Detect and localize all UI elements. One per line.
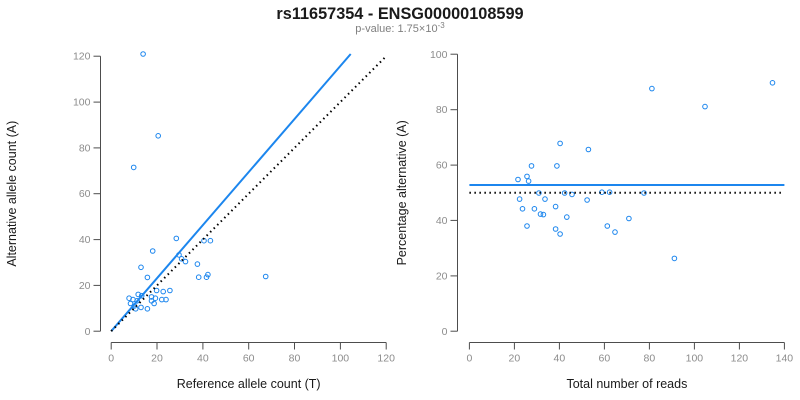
svg-text:100: 100 (686, 353, 704, 365)
svg-text:40: 40 (554, 353, 566, 365)
svg-text:140: 140 (776, 353, 794, 365)
svg-text:60: 60 (599, 353, 611, 365)
svg-text:0: 0 (442, 326, 448, 338)
svg-text:20: 20 (151, 353, 163, 365)
svg-text:20: 20 (79, 280, 91, 292)
svg-text:60: 60 (436, 160, 448, 172)
svg-text:120: 120 (377, 353, 395, 365)
svg-text:Alternative allele count (A): Alternative allele count (A) (5, 121, 19, 267)
svg-text:80: 80 (644, 353, 656, 365)
svg-text:100: 100 (332, 353, 350, 365)
svg-text:80: 80 (289, 353, 301, 365)
svg-text:0: 0 (466, 353, 472, 365)
svg-text:120: 120 (73, 51, 91, 63)
svg-text:120: 120 (731, 353, 749, 365)
svg-text:80: 80 (436, 104, 448, 116)
svg-text:20: 20 (436, 270, 448, 282)
svg-text:rs11657354 - ENSG00000108599: rs11657354 - ENSG00000108599 (276, 5, 523, 23)
svg-text:Total number of reads: Total number of reads (566, 377, 687, 391)
svg-text:40: 40 (197, 353, 209, 365)
svg-text:p-value: 1.75×10-3: p-value: 1.75×10-3 (355, 21, 445, 36)
svg-text:0: 0 (85, 326, 91, 338)
svg-text:100: 100 (430, 49, 448, 61)
svg-text:40: 40 (436, 215, 448, 227)
svg-text:100: 100 (73, 97, 91, 109)
svg-text:60: 60 (79, 188, 91, 200)
svg-text:80: 80 (79, 142, 91, 154)
svg-text:Percentage alternative (A): Percentage alternative (A) (395, 120, 409, 265)
svg-text:20: 20 (509, 353, 521, 365)
svg-text:Reference allele count (T): Reference allele count (T) (177, 377, 321, 391)
svg-text:40: 40 (79, 234, 91, 246)
svg-text:0: 0 (108, 353, 114, 365)
svg-text:60: 60 (243, 353, 255, 365)
